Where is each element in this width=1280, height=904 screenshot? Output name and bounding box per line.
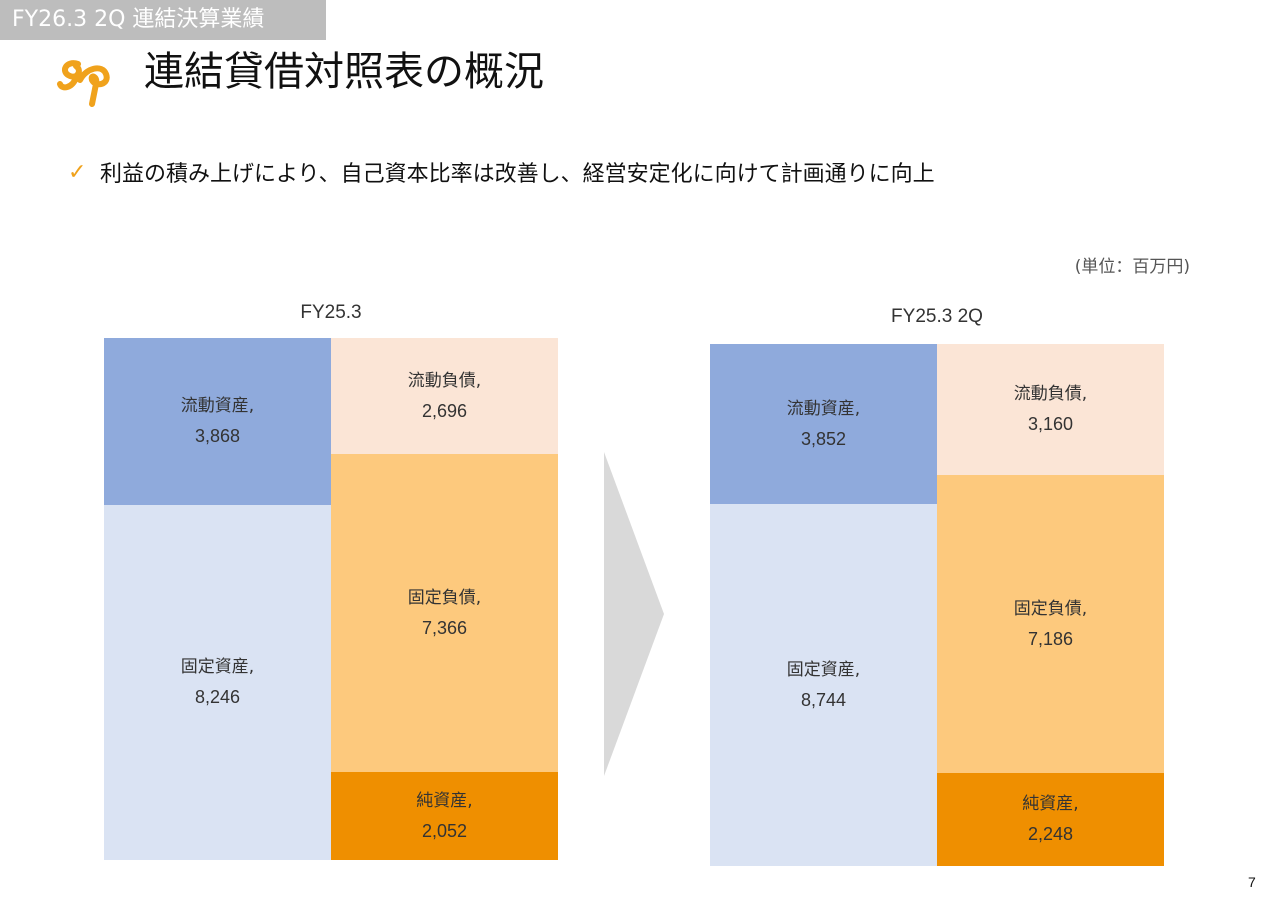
bs-block-fixed-assets: 固定資産, 8,246 xyxy=(104,504,331,860)
block-value: 7,366 xyxy=(421,617,468,638)
block-label: 流動負債, xyxy=(1013,384,1088,405)
chart-title-fy25-3: FY25.3 xyxy=(300,302,362,323)
check-icon: ✓ xyxy=(68,159,87,185)
bs-block-current-assets: 流動資産, 3,852 xyxy=(710,344,937,504)
block-value: 2,052 xyxy=(421,820,468,841)
bullet-point: ✓ 利益の積み上げにより、自己資本比率は改善し、経営安定化に向けて計画通りに向上 xyxy=(68,156,935,188)
bs-block-fixed-assets: 固定資産, 8,744 xyxy=(710,503,937,866)
block-value: 3,868 xyxy=(194,426,241,447)
logo-icon xyxy=(57,60,110,107)
bs-block-current-liabilities: 流動負債, 3,160 xyxy=(937,344,1164,475)
block-label: 固定負債, xyxy=(407,587,482,608)
block-value: 7,186 xyxy=(1027,628,1074,649)
balance-sheet-chart-fy25-3-2q: 流動資産, 3,852 固定資産, 8,744 流動負債, 3,160 固定負債, 7,186… xyxy=(710,344,1164,866)
bs-block-net-assets: 純資産, 2,052 xyxy=(331,771,558,860)
block-value: 8,246 xyxy=(194,687,241,708)
block-value: 2,248 xyxy=(1027,824,1074,845)
block-label: 流動資産, xyxy=(180,396,255,417)
page-title: 連結貸借対照表の概況 xyxy=(144,49,544,95)
chart-title-fy25-3-2q: FY25.3 2Q xyxy=(891,306,983,327)
bs-block-current-liabilities: 流動負債, 2,696 xyxy=(331,338,558,455)
bs-block-net-assets: 純資産, 2,248 xyxy=(937,772,1164,866)
bs-block-fixed-liabilities: 固定負債, 7,366 xyxy=(331,454,558,772)
block-value: 8,744 xyxy=(800,689,847,710)
block-label: 流動資産, xyxy=(786,398,861,419)
block-label: 流動負債, xyxy=(407,371,482,392)
balance-sheet-chart-fy25-3: 流動資産, 3,868 固定資産, 8,246 流動負債, 2,696 固定負債, 7,366… xyxy=(104,338,558,860)
page-number: 7 xyxy=(1248,874,1256,890)
block-value: 3,160 xyxy=(1027,414,1074,435)
block-label: 純資産, xyxy=(1022,794,1079,815)
block-label: 純資産, xyxy=(416,790,473,811)
arrow-right-icon xyxy=(604,452,664,776)
bs-block-current-assets: 流動資産, 3,868 xyxy=(104,338,331,505)
block-label: 固定資産, xyxy=(786,659,861,680)
block-value: 3,852 xyxy=(800,428,847,449)
section-tag: FY26.3 2Q 連結決算業績 xyxy=(0,0,326,40)
block-label: 固定資産, xyxy=(180,657,255,678)
block-value: 2,696 xyxy=(421,401,468,422)
block-label: 固定負債, xyxy=(1013,598,1088,619)
unit-label: (単位：百万円) xyxy=(1074,257,1190,277)
bs-block-fixed-liabilities: 固定負債, 7,186 xyxy=(937,474,1164,773)
bullet-text: 利益の積み上げにより、自己資本比率は改善し、経営安定化に向けて計画通りに向上 xyxy=(100,162,935,187)
